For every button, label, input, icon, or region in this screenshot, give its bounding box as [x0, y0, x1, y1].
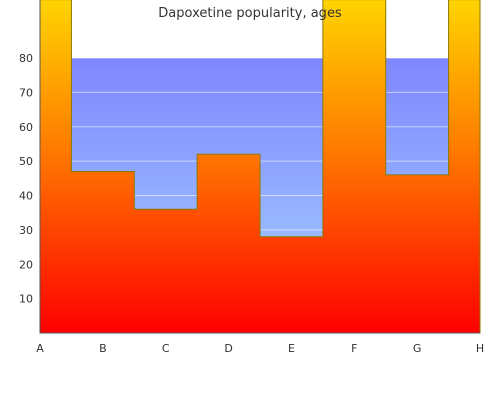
y-tick-label: 60	[19, 121, 33, 134]
y-tick-label: 10	[19, 293, 33, 306]
x-tick-label: E	[288, 342, 295, 355]
x-tick-label: G	[413, 342, 422, 355]
x-tick-label: A	[36, 342, 44, 355]
x-tick-label: H	[476, 342, 484, 355]
x-tick-label: D	[224, 342, 232, 355]
series-area	[39, 0, 481, 334]
x-tick-label: F	[351, 342, 357, 355]
y-tick-labels: 10 20 30 40 50 60 70 80	[19, 52, 33, 306]
y-tick-label: 70	[19, 86, 33, 99]
y-tick-label: 50	[19, 155, 33, 168]
y-tick-label: 20	[19, 258, 33, 271]
x-tick-label: B	[99, 342, 107, 355]
y-tick-label: 40	[19, 190, 33, 203]
x-tick-labels: A B C D E F G H	[36, 342, 484, 355]
y-tick-label: 30	[19, 224, 33, 237]
chart-title: Dapoxetine popularity, ages	[158, 6, 342, 21]
axes	[39, 0, 480, 334]
series-area-path	[39, 0, 481, 334]
y-tick-label: 80	[19, 52, 33, 65]
x-tick-label: C	[162, 342, 170, 355]
